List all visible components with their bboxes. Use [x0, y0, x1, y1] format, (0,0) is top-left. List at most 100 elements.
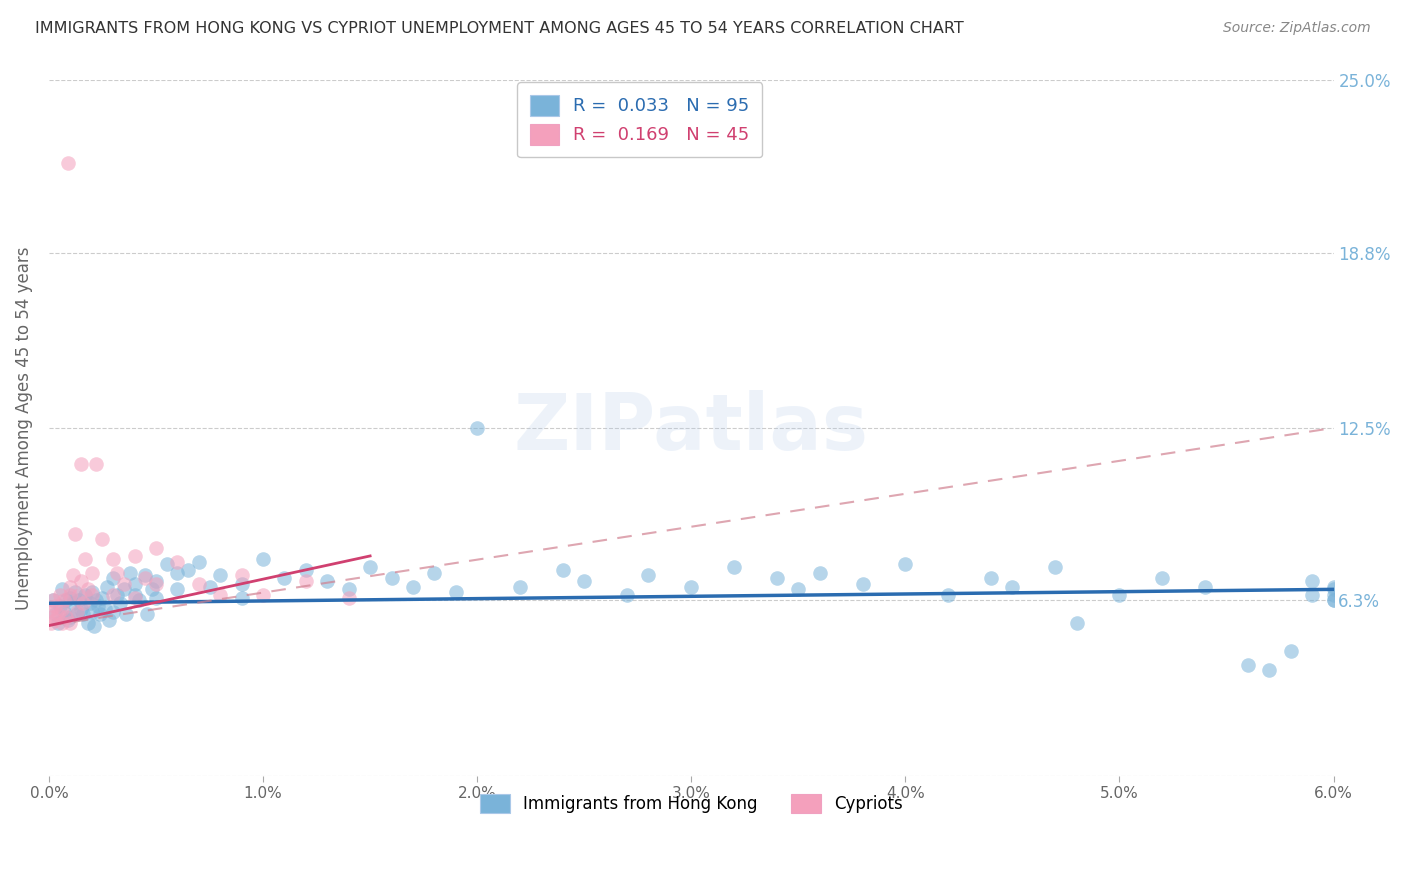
Point — [75, 551, 97, 566]
Point — [112, 582, 135, 597]
Point — [108, 596, 131, 610]
Point — [177, 563, 200, 577]
Point — [75, 588, 97, 602]
Point — [84, 593, 107, 607]
Point — [1108, 588, 1130, 602]
Point — [97, 613, 120, 627]
Point — [42, 593, 65, 607]
Point — [124, 576, 146, 591]
Point — [66, 607, 89, 622]
Point — [67, 593, 90, 607]
Point — [124, 588, 146, 602]
Point — [42, 593, 65, 607]
Point — [359, 560, 381, 574]
Point — [39, 615, 62, 630]
Point — [112, 576, 135, 591]
Point — [145, 541, 167, 555]
Point — [83, 618, 105, 632]
Point — [1258, 663, 1281, 677]
Point — [1043, 560, 1066, 574]
Point — [1279, 643, 1302, 657]
Point — [295, 574, 318, 588]
Point — [48, 599, 70, 613]
Point — [1237, 657, 1260, 672]
Point — [42, 610, 65, 624]
Point — [980, 571, 1002, 585]
Point — [70, 574, 93, 588]
Point — [166, 555, 188, 569]
Point — [187, 555, 209, 569]
Point — [134, 571, 156, 585]
Point — [59, 580, 82, 594]
Point — [209, 588, 232, 602]
Point — [423, 566, 446, 580]
Point — [1152, 571, 1174, 585]
Point — [46, 607, 69, 622]
Point — [120, 566, 142, 580]
Point — [1301, 574, 1323, 588]
Point — [107, 566, 129, 580]
Point — [198, 580, 221, 594]
Point — [1301, 588, 1323, 602]
Point — [96, 580, 118, 594]
Point — [1001, 580, 1024, 594]
Point — [136, 607, 159, 622]
Point — [62, 596, 84, 610]
Point — [103, 605, 125, 619]
Point — [231, 591, 253, 605]
Point — [58, 613, 80, 627]
Point — [59, 588, 82, 602]
Point — [337, 591, 360, 605]
Point — [76, 582, 98, 597]
Point — [63, 585, 86, 599]
Point — [1066, 615, 1088, 630]
Point — [52, 593, 75, 607]
Point — [91, 591, 114, 605]
Point — [66, 605, 89, 619]
Point — [84, 457, 107, 471]
Point — [851, 576, 873, 591]
Point — [51, 615, 73, 630]
Point — [273, 571, 295, 585]
Point — [55, 610, 77, 624]
Point — [1322, 593, 1344, 607]
Point — [72, 607, 94, 622]
Point — [79, 596, 101, 610]
Point — [145, 576, 167, 591]
Point — [465, 421, 488, 435]
Point — [76, 615, 98, 630]
Point — [55, 593, 77, 607]
Point — [51, 602, 73, 616]
Point — [252, 551, 274, 566]
Point — [80, 588, 103, 602]
Point — [156, 558, 179, 572]
Text: IMMIGRANTS FROM HONG KONG VS CYPRIOT UNEMPLOYMENT AMONG AGES 45 TO 54 YEARS CORR: IMMIGRANTS FROM HONG KONG VS CYPRIOT UNE… — [35, 21, 965, 36]
Point — [766, 571, 789, 585]
Point — [107, 588, 129, 602]
Point — [637, 568, 659, 582]
Point — [59, 615, 82, 630]
Point — [616, 588, 638, 602]
Point — [39, 602, 62, 616]
Point — [1194, 580, 1216, 594]
Point — [936, 588, 959, 602]
Point — [62, 568, 84, 582]
Point — [145, 591, 167, 605]
Point — [295, 563, 318, 577]
Point — [145, 574, 167, 588]
Point — [80, 605, 103, 619]
Point — [551, 563, 574, 577]
Point — [681, 580, 703, 594]
Point — [141, 582, 163, 597]
Point — [52, 605, 75, 619]
Point — [115, 607, 138, 622]
Text: Source: ZipAtlas.com: Source: ZipAtlas.com — [1223, 21, 1371, 35]
Point — [380, 571, 402, 585]
Point — [1322, 588, 1344, 602]
Point — [48, 588, 70, 602]
Point — [134, 568, 156, 582]
Point — [87, 599, 110, 613]
Point — [51, 582, 73, 597]
Y-axis label: Unemployment Among Ages 45 to 54 years: Unemployment Among Ages 45 to 54 years — [15, 246, 32, 609]
Point — [70, 602, 93, 616]
